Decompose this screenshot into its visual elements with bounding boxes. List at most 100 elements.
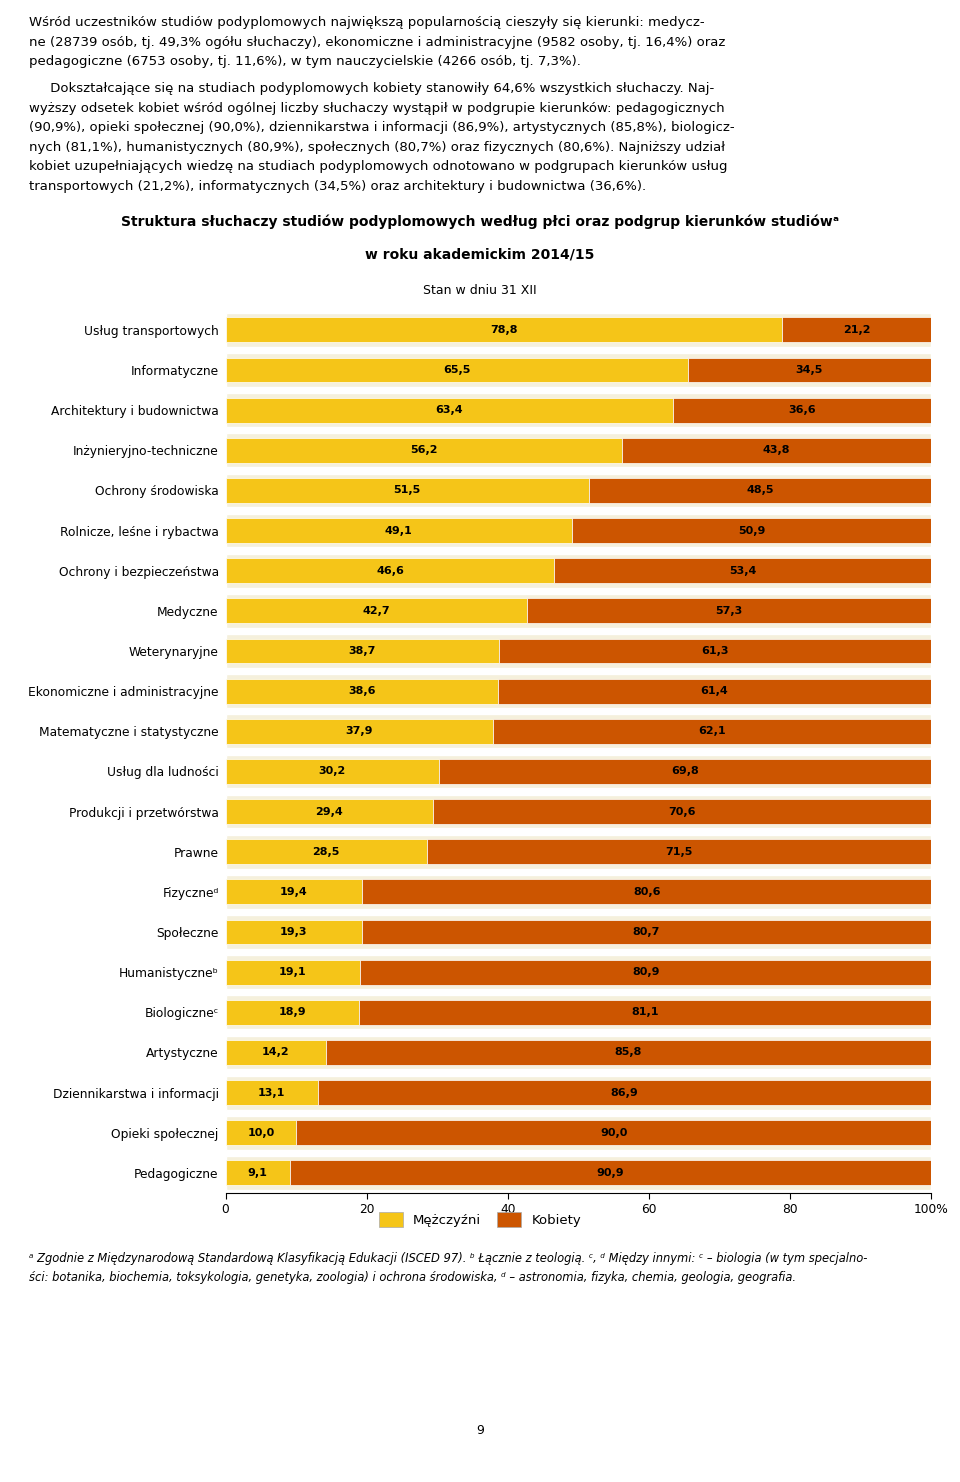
Bar [673,397,931,422]
Text: Wśród uczestników studiów podyplomowych największą popularnością cieszyły się ki: Wśród uczestników studiów podyplomowych … [29,16,705,30]
Text: w roku akademickim 2014/15: w roku akademickim 2014/15 [366,247,594,261]
Text: (90,9%), opieki społecznej (90,0%), dziennikarstwa i informacji (86,9%), artysty: (90,9%), opieki społecznej (90,0%), dzie… [29,122,734,135]
Bar [433,799,931,824]
Bar [226,474,931,507]
Text: ne (28739 osób, tj. 49,3% ogółu słuchaczy), ekonomiczne i administracyjne (9582 : ne (28739 osób, tj. 49,3% ogółu słuchacz… [29,36,725,49]
Text: 63,4: 63,4 [436,405,463,415]
Text: 53,4: 53,4 [729,566,756,575]
Bar [572,519,931,542]
Bar [781,317,931,342]
Bar [226,754,931,788]
Bar [226,639,498,664]
Bar [362,920,931,944]
Bar [226,433,931,467]
Bar [226,960,360,984]
Bar [589,479,931,502]
Bar [226,996,931,1029]
Bar [226,317,781,342]
Text: 30,2: 30,2 [319,766,346,777]
Text: 14,2: 14,2 [262,1048,290,1058]
Text: 34,5: 34,5 [796,365,823,375]
Bar [360,960,931,984]
Text: 78,8: 78,8 [490,325,517,335]
Bar [226,1116,931,1150]
Text: 51,5: 51,5 [394,486,420,495]
Text: Dokształcające się na studiach podyplomowych kobiety stanowiły 64,6% wszystkich : Dokształcające się na studiach podyplomo… [29,83,714,95]
Bar [622,437,931,462]
Text: 38,6: 38,6 [348,686,375,697]
Bar [555,559,931,582]
Bar [296,1120,931,1146]
Text: 21,2: 21,2 [843,325,870,335]
Bar [226,357,687,382]
Text: 85,8: 85,8 [614,1048,642,1058]
Bar [226,594,931,628]
Text: 80,6: 80,6 [633,886,660,897]
Text: 70,6: 70,6 [668,806,696,817]
Text: 86,9: 86,9 [611,1088,638,1098]
Text: 18,9: 18,9 [278,1008,306,1017]
Text: ᵃ Zgodnie z Międzynarodową Standardową Klasyfikacją Edukacji (ISCED 97). ᵇ Łączn: ᵃ Zgodnie z Międzynarodową Standardową K… [29,1252,867,1283]
Text: nych (81,1%), humanistycznych (80,9%), społecznych (80,7%) oraz fizycznych (80,6: nych (81,1%), humanistycznych (80,9%), s… [29,141,725,154]
Text: 36,6: 36,6 [788,405,816,415]
Bar [226,956,931,988]
Bar [226,719,493,744]
Text: 9: 9 [476,1424,484,1436]
Bar [226,559,555,582]
Text: 50,9: 50,9 [738,526,765,535]
Bar [226,479,589,502]
Text: 62,1: 62,1 [698,726,726,737]
Text: 29,4: 29,4 [316,806,343,817]
Bar [226,519,572,542]
Text: 19,4: 19,4 [280,886,308,897]
Legend: Mężczyźni, Kobiety: Mężczyźni, Kobiety [372,1205,588,1235]
Bar [498,679,931,704]
Bar [226,313,931,347]
Text: 71,5: 71,5 [665,846,692,857]
Text: Stan w dniu 31 XII: Stan w dniu 31 XII [423,285,537,296]
Bar [226,794,931,828]
Bar [226,437,622,462]
Text: 80,9: 80,9 [632,968,660,977]
Bar [226,599,527,624]
Bar [226,834,931,868]
Text: 69,8: 69,8 [671,766,699,777]
Bar [363,879,931,904]
Text: 90,9: 90,9 [597,1168,624,1178]
Text: 65,5: 65,5 [443,365,470,375]
Text: 42,7: 42,7 [363,606,390,617]
Bar [318,1080,931,1106]
Text: 19,1: 19,1 [279,968,307,977]
Text: 57,3: 57,3 [715,606,743,617]
Text: 90,0: 90,0 [600,1128,628,1138]
Bar [226,1120,296,1146]
Bar [226,916,931,948]
Bar [226,879,363,904]
Text: 37,9: 37,9 [346,726,373,737]
Bar [226,920,362,944]
Bar [687,357,931,382]
Bar [226,839,426,864]
Text: 28,5: 28,5 [312,846,340,857]
Bar [226,353,931,387]
Bar [226,1000,359,1024]
Bar [226,1156,931,1190]
Bar [226,1076,931,1110]
Text: 9,1: 9,1 [248,1168,268,1178]
Bar [226,759,439,784]
Bar [359,1000,931,1024]
Bar [226,874,931,908]
Bar [226,1040,325,1066]
Text: 80,7: 80,7 [633,928,660,937]
Text: 49,1: 49,1 [385,526,413,535]
Bar [226,714,931,748]
Bar [527,599,931,624]
Bar [290,1160,931,1186]
Text: 38,7: 38,7 [348,646,375,657]
Bar [226,514,931,547]
Bar [498,639,931,664]
Text: 61,4: 61,4 [701,686,729,697]
Text: Struktura słuchaczy studiów podyplomowych według płci oraz podgrup kierunków stu: Struktura słuchaczy studiów podyplomowyc… [121,215,839,230]
Bar [226,679,498,704]
Text: 61,3: 61,3 [701,646,729,657]
